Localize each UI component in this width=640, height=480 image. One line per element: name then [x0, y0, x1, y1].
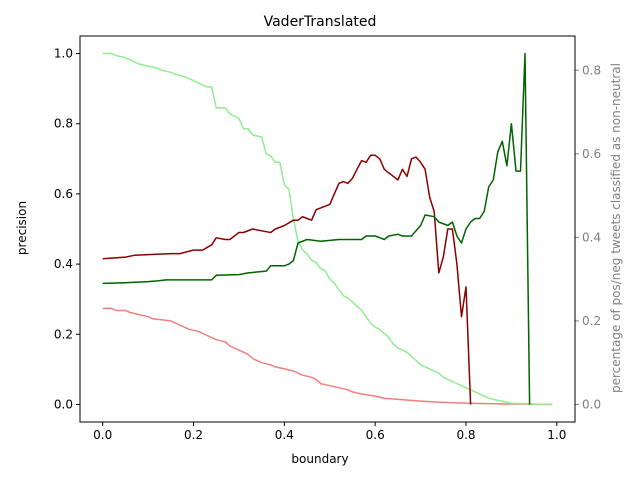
y-tick-label: 0.2	[54, 327, 73, 341]
x-axis-title: boundary	[291, 452, 348, 466]
x-tick-label: 1.0	[547, 428, 566, 442]
y-axis-title: precision	[15, 201, 29, 255]
y2-axis-title: percentage of pos/neg tweets classified …	[609, 63, 623, 393]
x-axis: 0.0 0.2 0.4 0.6 0.8 1.0	[93, 422, 566, 442]
x-tick-label: 0.8	[456, 428, 475, 442]
y-tick-label: 0.8	[54, 117, 73, 131]
x-tick-label: 0.2	[184, 428, 203, 442]
y-tick-label: 1.0	[54, 47, 73, 61]
y2-tick-label: 0.4	[582, 230, 601, 244]
y-axis-left: 0.0 0.2 0.4 0.6 0.8 1.0	[54, 47, 80, 411]
x-tick-label: 0.6	[366, 428, 385, 442]
plot-area	[102, 52, 553, 406]
series-line-1	[102, 154, 472, 405]
y2-tick-label: 0.2	[582, 314, 601, 328]
y-axis-right: 0.0 0.2 0.4 0.6 0.8	[575, 63, 601, 411]
y-tick-label: 0.0	[54, 397, 73, 411]
y-tick-label: 0.6	[54, 187, 73, 201]
series-line-2	[102, 52, 553, 406]
chart-title: VaderTranslated	[264, 14, 377, 30]
y2-tick-label: 0.6	[582, 147, 601, 161]
series-line-3	[102, 307, 553, 406]
x-tick-label: 0.4	[275, 428, 294, 442]
plot-frame	[79, 35, 576, 423]
y-tick-label: 0.4	[54, 257, 73, 271]
y2-tick-label: 0.0	[582, 397, 601, 411]
y2-tick-label: 0.8	[582, 63, 601, 77]
x-tick-label: 0.0	[93, 428, 112, 442]
series-line-0	[102, 52, 531, 405]
